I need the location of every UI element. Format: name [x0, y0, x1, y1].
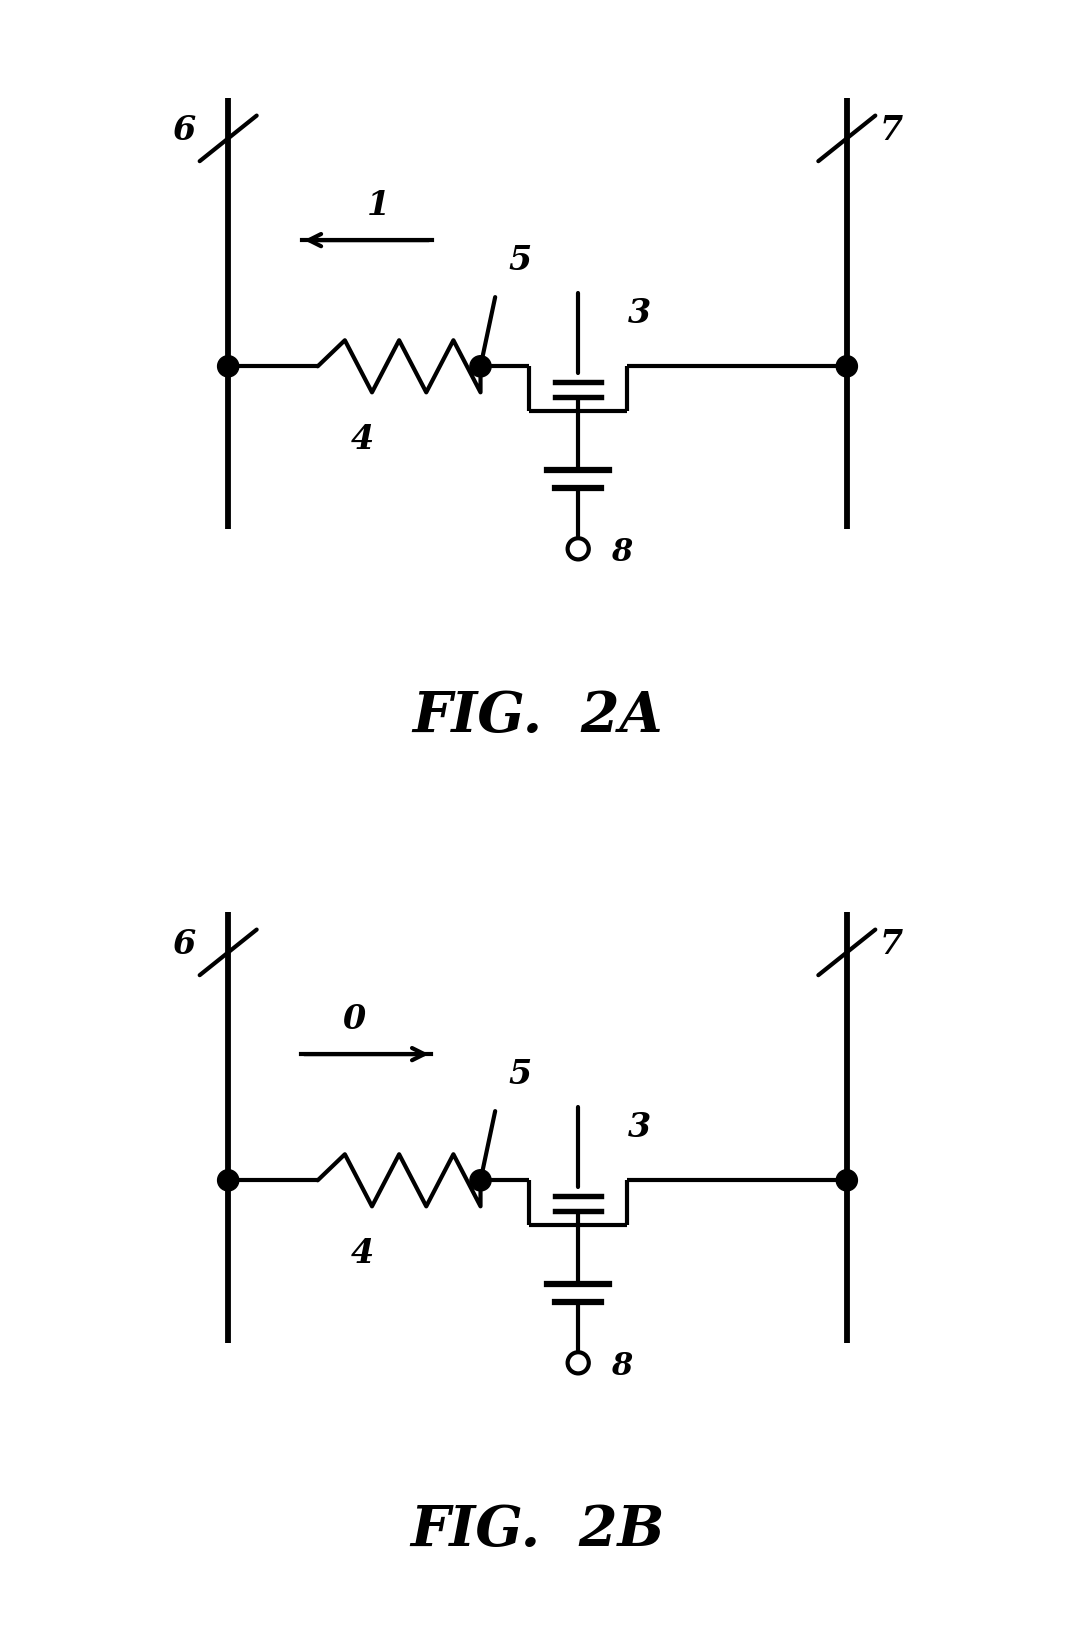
- Text: 1: 1: [368, 189, 390, 223]
- Text: FIG.  2B: FIG. 2B: [411, 1503, 664, 1558]
- Text: 7: 7: [880, 928, 903, 961]
- Text: 5: 5: [508, 1058, 531, 1091]
- Text: 3: 3: [628, 296, 650, 330]
- Text: 8: 8: [611, 1351, 632, 1382]
- Text: 3: 3: [628, 1110, 650, 1144]
- Text: 6: 6: [172, 114, 195, 147]
- Circle shape: [568, 539, 589, 560]
- Text: 8: 8: [611, 537, 632, 568]
- Circle shape: [217, 355, 239, 378]
- Text: 6: 6: [172, 928, 195, 961]
- Text: 4: 4: [350, 423, 374, 456]
- Circle shape: [470, 1169, 491, 1192]
- Text: FIG.  2A: FIG. 2A: [412, 689, 663, 744]
- Text: 7: 7: [880, 114, 903, 147]
- Circle shape: [836, 1169, 858, 1192]
- Text: 0: 0: [343, 1003, 366, 1037]
- Circle shape: [836, 355, 858, 378]
- Circle shape: [470, 355, 491, 378]
- Circle shape: [568, 1353, 589, 1374]
- Text: 4: 4: [350, 1237, 374, 1270]
- Text: 5: 5: [508, 244, 531, 277]
- Circle shape: [217, 1169, 239, 1192]
